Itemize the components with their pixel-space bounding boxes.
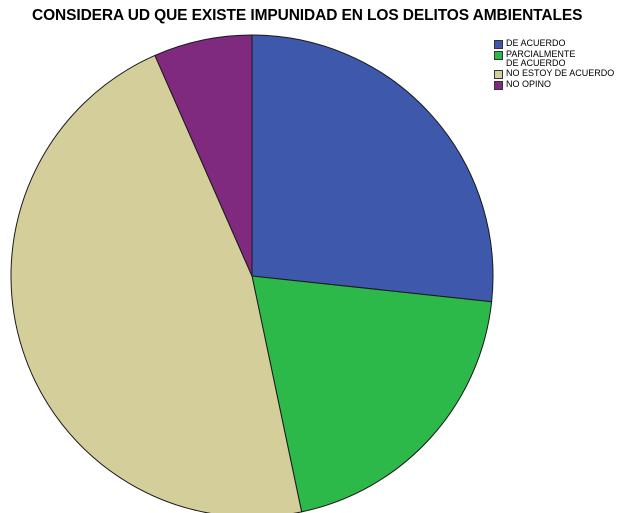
legend-label: PARCIALMENTE DE ACUERDO xyxy=(506,49,576,68)
legend-item: NO OPINO xyxy=(494,80,633,90)
pie-slice xyxy=(154,34,253,277)
legend-swatch xyxy=(494,51,503,60)
legend-item: NO ESTOY DE ACUERDO xyxy=(494,69,633,79)
legend-swatch xyxy=(494,70,503,79)
legend: DE ACUERDO PARCIALMENTE DE ACUERDO NO ES… xyxy=(494,39,633,91)
chart-title: CONSIDERA UD QUE EXISTE IMPUNIDAD EN LOS… xyxy=(32,7,583,24)
legend-item: DE ACUERDO xyxy=(494,39,633,49)
legend-label: NO OPINO xyxy=(506,79,552,89)
legend-swatch xyxy=(494,40,503,49)
legend-label: DE ACUERDO xyxy=(506,38,566,48)
pie-slice xyxy=(10,54,303,513)
legend-swatch xyxy=(494,81,503,90)
pie-slice xyxy=(251,34,494,303)
legend-item: PARCIALMENTE DE ACUERDO xyxy=(494,50,633,68)
pie-slice xyxy=(251,275,493,513)
legend-label: NO ESTOY DE ACUERDO xyxy=(506,68,615,78)
